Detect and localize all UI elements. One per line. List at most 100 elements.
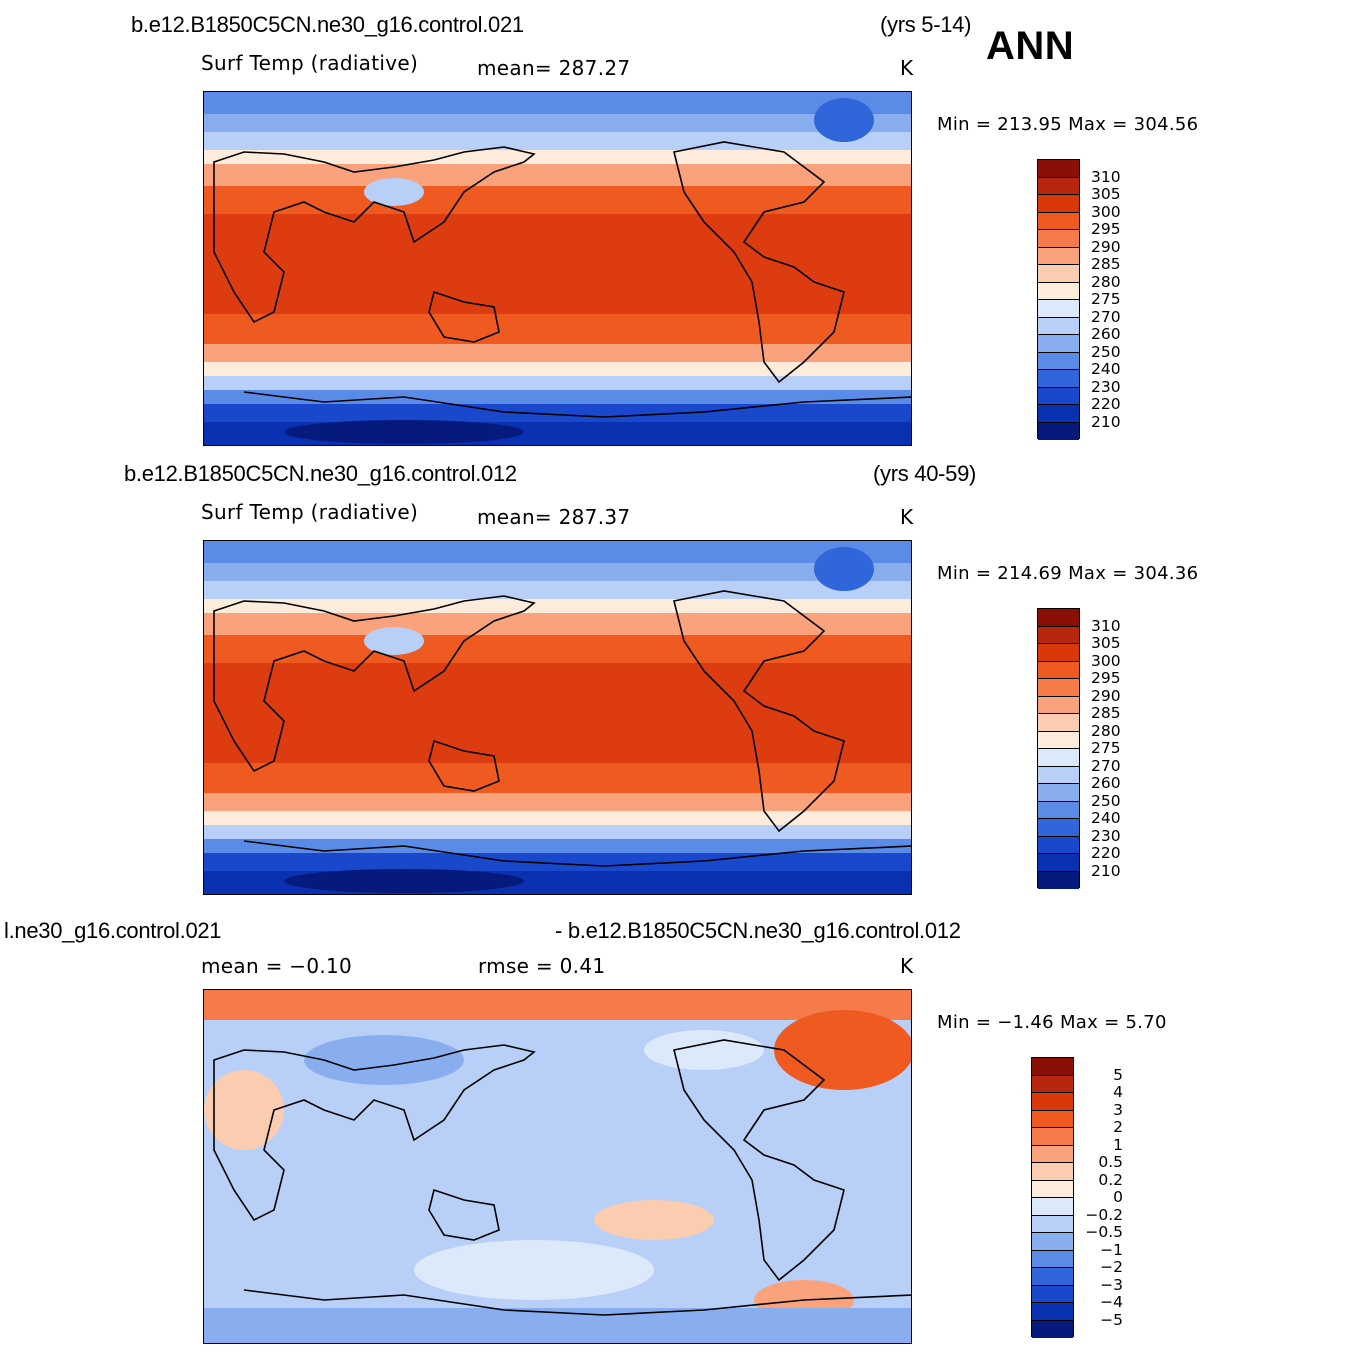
season-label: ANN xyxy=(986,24,1075,68)
colorbar-tick-label: 295 xyxy=(1091,220,1121,238)
colorbar-swatch xyxy=(1032,1093,1073,1111)
colorbar-swatch xyxy=(1038,195,1079,213)
colorbar-tick-label: 310 xyxy=(1091,167,1121,186)
colorbar-tick-label: 240 xyxy=(1091,809,1121,827)
colorbar-tick-label: 305 xyxy=(1091,634,1121,652)
colorbar-swatch xyxy=(1038,160,1079,178)
colorbar-tick-label: 3 xyxy=(1113,1100,1123,1119)
colorbar-swatch xyxy=(1038,679,1079,697)
colorbar-tick-label: −4 xyxy=(1100,1293,1123,1311)
colorbar-swatch xyxy=(1038,836,1079,854)
colorbar-swatch xyxy=(1038,317,1079,335)
colorbar-tick-label: 210 xyxy=(1091,412,1121,431)
colorbar-tick-label: −1 xyxy=(1100,1240,1123,1259)
colorbar-tick-label: −5 xyxy=(1100,1310,1123,1329)
colorbar-swatch xyxy=(1038,282,1079,300)
panel2-variable: Surf Temp (radiative) xyxy=(201,500,419,524)
panel1-colorbar xyxy=(1037,159,1080,440)
colorbar-tick-label: 220 xyxy=(1091,395,1121,413)
colorbar-tick-label: 250 xyxy=(1091,791,1121,810)
colorbar-tick-label: 285 xyxy=(1091,704,1121,722)
colorbar-swatch xyxy=(1038,370,1079,388)
colorbar-swatch xyxy=(1032,1250,1073,1268)
colorbar-tick-label: 295 xyxy=(1091,669,1121,687)
panel3-rmse: rmse = 0.41 xyxy=(478,954,606,978)
colorbar-tick-label: 5 xyxy=(1113,1065,1123,1084)
panel2-colorbar xyxy=(1037,608,1080,889)
colorbar-swatch xyxy=(1032,1233,1073,1251)
colorbar-tick-label: 1 xyxy=(1113,1135,1123,1154)
colorbar-tick-label: 300 xyxy=(1091,651,1121,670)
panel2-mean: mean= 287.37 xyxy=(477,505,631,529)
colorbar-tick-label: 210 xyxy=(1091,861,1121,880)
colorbar-swatch xyxy=(1032,1198,1073,1216)
colorbar-tick-label: 250 xyxy=(1091,342,1121,361)
colorbar-swatch xyxy=(1038,300,1079,318)
colorbar-swatch xyxy=(1038,247,1079,265)
colorbar-swatch xyxy=(1032,1215,1073,1233)
colorbar-tick-label: 310 xyxy=(1091,616,1121,635)
panel2-years: (yrs 40-59) xyxy=(873,461,977,486)
colorbar-swatch xyxy=(1038,405,1079,423)
colorbar-swatch xyxy=(1032,1075,1073,1093)
colorbar-tick-label: 260 xyxy=(1091,325,1121,343)
colorbar-tick-label: 4 xyxy=(1113,1083,1123,1101)
colorbar-tick-label: 275 xyxy=(1091,290,1121,308)
colorbar-tick-label: −2 xyxy=(1100,1258,1123,1276)
colorbar-swatch xyxy=(1032,1058,1073,1076)
colorbar-swatch xyxy=(1038,387,1079,405)
colorbar-swatch xyxy=(1038,177,1079,195)
colorbar-swatch xyxy=(1038,731,1079,749)
colorbar-swatch xyxy=(1032,1163,1073,1181)
panel1-variable: Surf Temp (radiative) xyxy=(201,51,419,75)
colorbar-swatch xyxy=(1032,1303,1073,1321)
panel3-mean: mean = −0.10 xyxy=(201,954,353,978)
colorbar-tick-label: 290 xyxy=(1091,237,1121,256)
colorbar-swatch xyxy=(1032,1268,1073,1286)
colorbar-swatch xyxy=(1032,1180,1073,1198)
colorbar-swatch xyxy=(1038,819,1079,837)
panel3-units: K xyxy=(900,954,914,978)
colorbar-swatch xyxy=(1038,801,1079,819)
colorbar-swatch xyxy=(1038,661,1079,679)
colorbar-tick-label: 285 xyxy=(1091,255,1121,273)
colorbar-swatch xyxy=(1038,749,1079,767)
panel1-mean: mean= 287.27 xyxy=(477,56,631,80)
colorbar-tick-label: 0.2 xyxy=(1098,1170,1123,1189)
panel1-map xyxy=(203,91,912,446)
colorbar-tick-label: 0.5 xyxy=(1098,1153,1123,1171)
colorbar-swatch xyxy=(1038,265,1079,283)
colorbar-swatch xyxy=(1038,352,1079,370)
colorbar-tick-label: 280 xyxy=(1091,272,1121,291)
panel1-units: K xyxy=(900,56,914,80)
colorbar-tick-label: −3 xyxy=(1100,1275,1123,1294)
colorbar-swatch xyxy=(1038,422,1079,440)
colorbar-swatch xyxy=(1038,784,1079,802)
colorbar-tick-label: 240 xyxy=(1091,360,1121,378)
colorbar-tick-label: −0.5 xyxy=(1085,1223,1123,1241)
colorbar-swatch xyxy=(1032,1145,1073,1163)
panel3-map xyxy=(203,989,912,1344)
colorbar-tick-label: 230 xyxy=(1091,377,1121,396)
colorbar-tick-label: 2 xyxy=(1113,1118,1123,1136)
colorbar-swatch xyxy=(1038,644,1079,662)
panel2-map xyxy=(203,540,912,895)
colorbar-swatch xyxy=(1032,1128,1073,1146)
colorbar-tick-label: −0.2 xyxy=(1085,1205,1123,1224)
colorbar-tick-label: 260 xyxy=(1091,774,1121,792)
colorbar-tick-label: 230 xyxy=(1091,826,1121,845)
colorbar-swatch xyxy=(1038,854,1079,872)
colorbar-tick-label: 270 xyxy=(1091,756,1121,775)
colorbar-swatch xyxy=(1032,1320,1073,1338)
colorbar-swatch xyxy=(1038,609,1079,627)
panel2-case-title: b.e12.B1850C5CN.ne30_g16.control.012 xyxy=(124,461,517,486)
colorbar-swatch xyxy=(1038,696,1079,714)
colorbar-swatch xyxy=(1038,212,1079,230)
panel3-colorbar xyxy=(1031,1057,1074,1338)
panel1-minmax: Min = 213.95 Max = 304.56 xyxy=(937,114,1199,135)
colorbar-swatch xyxy=(1038,766,1079,784)
panel2-units: K xyxy=(900,505,914,529)
colorbar-swatch xyxy=(1038,871,1079,889)
colorbar-tick-label: 0 xyxy=(1113,1188,1123,1206)
colorbar-tick-label: 275 xyxy=(1091,739,1121,757)
